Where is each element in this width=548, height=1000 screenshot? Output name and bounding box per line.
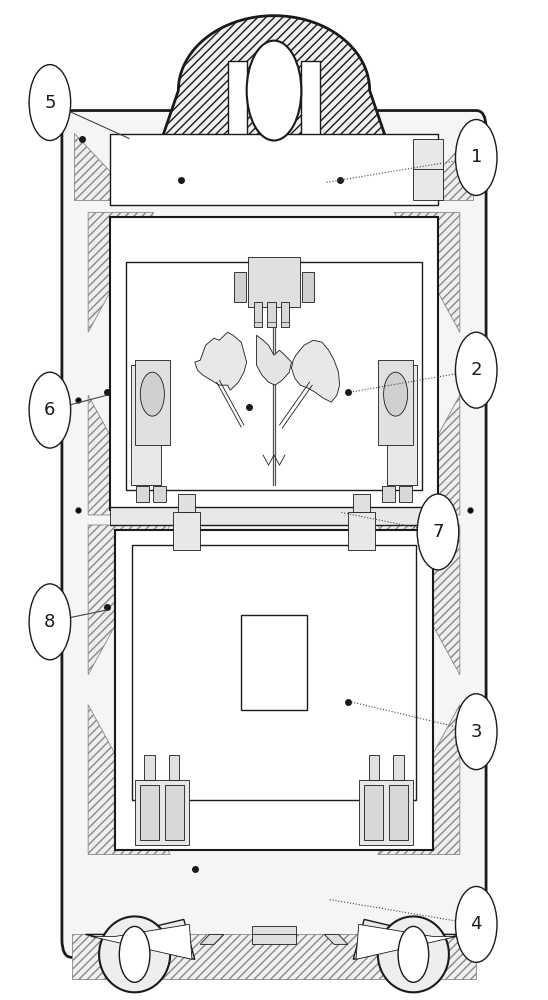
Bar: [387, 365, 417, 485]
Bar: [281, 302, 289, 327]
Bar: [127, 262, 421, 490]
Bar: [301, 272, 313, 302]
Bar: [132, 545, 416, 800]
Polygon shape: [88, 705, 170, 855]
Text: 2: 2: [471, 361, 482, 379]
Bar: [145, 755, 156, 780]
Polygon shape: [99, 916, 170, 992]
Circle shape: [247, 41, 301, 140]
Polygon shape: [88, 395, 154, 515]
Text: 6: 6: [44, 401, 55, 419]
Bar: [301, 61, 321, 139]
Polygon shape: [162, 16, 386, 139]
Text: 4: 4: [471, 915, 482, 933]
Circle shape: [417, 494, 459, 570]
Polygon shape: [200, 934, 224, 944]
Bar: [378, 360, 413, 445]
Circle shape: [29, 584, 71, 660]
Bar: [413, 139, 443, 200]
Polygon shape: [378, 705, 460, 855]
FancyBboxPatch shape: [62, 111, 486, 957]
Polygon shape: [353, 919, 463, 959]
Bar: [227, 61, 247, 139]
Polygon shape: [394, 212, 460, 332]
Circle shape: [455, 886, 497, 962]
Text: 8: 8: [44, 613, 55, 631]
Polygon shape: [72, 934, 476, 979]
Bar: [369, 755, 380, 780]
Polygon shape: [410, 134, 473, 200]
Text: 1: 1: [471, 148, 482, 166]
Bar: [348, 512, 375, 550]
Bar: [178, 494, 195, 512]
Bar: [389, 785, 408, 840]
Bar: [165, 785, 184, 840]
Circle shape: [119, 926, 150, 982]
Bar: [168, 755, 179, 780]
Circle shape: [455, 120, 497, 195]
Bar: [267, 302, 276, 327]
Polygon shape: [88, 212, 154, 332]
Circle shape: [140, 372, 164, 416]
Polygon shape: [356, 924, 457, 959]
Text: 3: 3: [471, 723, 482, 741]
Bar: [359, 780, 413, 845]
Bar: [241, 615, 307, 710]
Polygon shape: [292, 340, 340, 402]
Bar: [116, 530, 432, 850]
Bar: [140, 785, 159, 840]
Polygon shape: [324, 934, 348, 944]
Polygon shape: [394, 395, 460, 515]
Bar: [135, 360, 170, 445]
Polygon shape: [378, 525, 460, 675]
Polygon shape: [85, 919, 195, 959]
Bar: [110, 507, 438, 525]
Text: 5: 5: [44, 94, 56, 112]
Circle shape: [455, 332, 497, 408]
Bar: [136, 486, 150, 502]
Bar: [382, 486, 395, 502]
Bar: [235, 272, 247, 302]
Bar: [131, 365, 161, 485]
Circle shape: [384, 372, 408, 416]
Circle shape: [29, 372, 71, 448]
Bar: [173, 512, 200, 550]
Polygon shape: [75, 134, 138, 200]
Bar: [364, 785, 383, 840]
Bar: [153, 486, 166, 502]
Polygon shape: [378, 916, 449, 992]
Bar: [110, 217, 438, 510]
Polygon shape: [91, 924, 192, 959]
Bar: [353, 494, 370, 512]
Circle shape: [29, 65, 71, 140]
Bar: [254, 302, 262, 327]
Bar: [398, 486, 412, 502]
Circle shape: [398, 926, 429, 982]
Bar: [110, 134, 438, 205]
Polygon shape: [88, 525, 170, 675]
Bar: [252, 926, 296, 944]
Bar: [135, 780, 189, 845]
Circle shape: [455, 694, 497, 770]
Polygon shape: [195, 332, 247, 390]
Polygon shape: [256, 335, 292, 385]
Bar: [392, 755, 403, 780]
Text: 7: 7: [432, 523, 444, 541]
Bar: [248, 257, 300, 307]
